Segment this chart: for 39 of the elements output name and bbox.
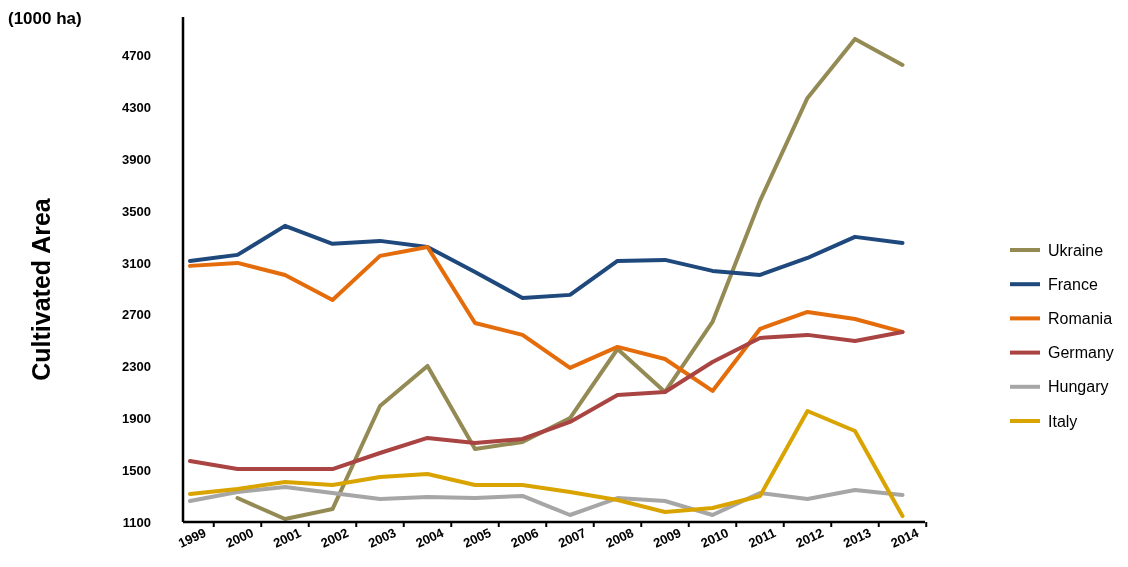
line-series <box>188 409 905 519</box>
y-tick-label: 1500 <box>122 462 151 478</box>
y-tick-label: 3100 <box>122 255 151 271</box>
x-tick-label: 2006 <box>508 525 541 551</box>
x-tick-label: 2012 <box>793 525 826 551</box>
legend-label: Germany <box>1048 344 1114 362</box>
x-tick-label: 2002 <box>318 525 351 551</box>
y-tick-label: 4300 <box>122 100 151 116</box>
y-tick-label: 2300 <box>122 359 151 375</box>
y-tick-label: 4700 <box>122 48 151 64</box>
x-tick-label: 2009 <box>650 525 684 551</box>
y-tick-label: 2700 <box>122 307 151 323</box>
x-tick-label: 2000 <box>223 525 256 551</box>
y-axis-title: Cultivated Area <box>27 197 55 381</box>
y-tick-label: 1100 <box>122 514 151 530</box>
x-tick-label: 2003 <box>365 525 399 551</box>
line-series <box>235 36 905 522</box>
x-tick-label: 2010 <box>698 525 731 551</box>
y-tick-label: 1900 <box>122 410 151 426</box>
y-tick-label: 3900 <box>122 151 151 167</box>
legend-label: Hungary <box>1048 378 1109 396</box>
line-series <box>188 485 905 518</box>
x-tick-label: 2013 <box>840 525 874 551</box>
legend-label: Romania <box>1048 310 1113 327</box>
line-series <box>188 223 905 300</box>
x-tick-label: 2014 <box>888 524 922 551</box>
text: (1000 ha) <box>8 9 82 28</box>
legend-label: Ukraine <box>1048 241 1104 259</box>
x-tick-label: 2001 <box>270 525 304 551</box>
legend-label: France <box>1048 275 1098 293</box>
x-tick-label: 2011 <box>746 525 779 551</box>
legend-label: Italy <box>1048 412 1078 430</box>
y-tick-label: 3500 <box>122 203 151 219</box>
line-series <box>188 329 905 472</box>
x-tick-label: 1999 <box>175 525 209 551</box>
x-tick-label: 2005 <box>460 525 494 551</box>
x-tick-label: 2008 <box>603 525 636 551</box>
x-tick-label: 2007 <box>555 525 589 551</box>
x-tick-label: 2004 <box>413 524 447 551</box>
